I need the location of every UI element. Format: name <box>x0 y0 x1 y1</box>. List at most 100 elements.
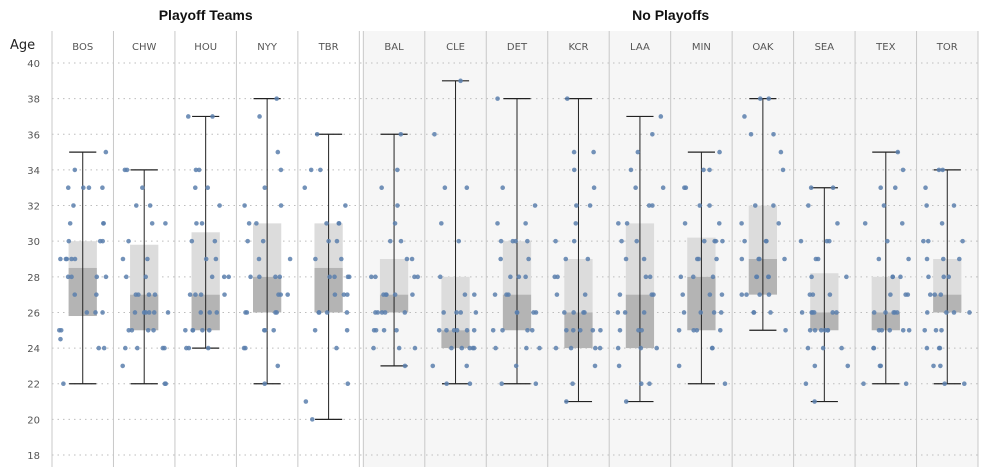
data-point <box>510 238 516 244</box>
data-point <box>471 345 477 351</box>
data-point <box>926 274 931 280</box>
data-point <box>192 185 198 191</box>
data-point <box>437 274 443 280</box>
data-point <box>262 381 267 387</box>
data-point <box>537 345 542 351</box>
data-point <box>597 345 603 351</box>
data-point <box>212 238 218 244</box>
data-point <box>246 221 252 226</box>
data-point <box>967 310 972 315</box>
data-point <box>818 327 824 333</box>
data-point <box>277 274 283 280</box>
data-point <box>923 185 928 191</box>
data-point <box>636 327 641 333</box>
data-point <box>634 238 640 244</box>
data-point <box>162 381 168 387</box>
data-point <box>861 381 866 387</box>
y-tick-label: 32 <box>27 202 40 213</box>
data-point <box>936 167 942 173</box>
data-point <box>262 185 268 191</box>
team-label: HOU <box>194 42 217 53</box>
data-point <box>582 310 587 315</box>
data-point <box>334 238 340 244</box>
data-point <box>222 292 227 297</box>
data-point <box>472 292 477 297</box>
data-point <box>744 292 749 297</box>
data-point <box>701 238 707 244</box>
data-point <box>766 96 772 101</box>
data-point <box>944 310 949 315</box>
data-point <box>126 238 131 244</box>
data-point <box>324 310 330 315</box>
data-point <box>707 203 712 208</box>
data-point <box>533 381 539 387</box>
data-point <box>711 310 717 315</box>
data-point <box>624 221 630 226</box>
data-point <box>458 78 463 84</box>
team-label: TOR <box>936 42 958 53</box>
data-point <box>564 399 569 404</box>
data-point <box>395 203 400 208</box>
data-point <box>72 167 78 173</box>
data-point <box>591 149 596 155</box>
data-point <box>260 238 266 244</box>
y-tick-label: 26 <box>27 308 40 319</box>
data-point <box>526 256 531 262</box>
data-point <box>495 96 500 101</box>
data-point <box>871 345 876 351</box>
data-point <box>680 292 686 297</box>
data-point <box>885 238 890 244</box>
data-point <box>345 274 351 280</box>
y-tick-label: 30 <box>27 237 40 248</box>
data-point <box>564 327 569 333</box>
data-point <box>185 114 191 119</box>
data-point <box>379 185 384 191</box>
data-point <box>830 310 836 315</box>
group-title: Playoff Teams <box>159 7 253 23</box>
data-point <box>189 238 195 244</box>
data-point <box>339 256 344 262</box>
y-tick-label: 36 <box>27 130 40 141</box>
data-point <box>500 185 505 191</box>
data-point <box>638 381 644 387</box>
data-point <box>940 167 945 173</box>
data-point <box>165 310 171 315</box>
data-point <box>458 310 464 315</box>
data-point <box>941 274 947 280</box>
data-point <box>899 221 905 226</box>
data-point <box>86 185 92 191</box>
data-point <box>316 310 322 315</box>
data-point <box>906 256 911 262</box>
data-point <box>257 274 262 280</box>
data-point <box>647 381 652 387</box>
data-point <box>942 381 947 387</box>
data-point <box>876 256 882 262</box>
data-point <box>628 167 634 173</box>
data-point <box>149 221 155 226</box>
data-point <box>94 292 99 297</box>
data-point <box>820 345 826 351</box>
data-point <box>742 114 747 119</box>
data-point <box>888 292 893 297</box>
data-point <box>200 327 205 333</box>
data-point <box>900 167 906 173</box>
data-point <box>302 185 308 191</box>
data-point <box>504 292 509 297</box>
y-tick-label: 20 <box>27 415 40 426</box>
data-point <box>887 327 893 333</box>
data-point <box>878 185 883 191</box>
data-point <box>922 327 928 333</box>
data-point <box>392 221 398 226</box>
data-point <box>898 274 903 280</box>
data-point <box>682 221 688 226</box>
data-point <box>198 292 204 297</box>
data-point <box>925 238 931 244</box>
data-point <box>900 327 906 333</box>
data-point <box>881 203 887 208</box>
data-point <box>313 256 318 262</box>
y-tick-label: 22 <box>27 380 40 391</box>
data-point <box>809 274 814 280</box>
data-point <box>65 274 71 280</box>
data-point <box>531 310 536 315</box>
data-point <box>334 345 339 351</box>
